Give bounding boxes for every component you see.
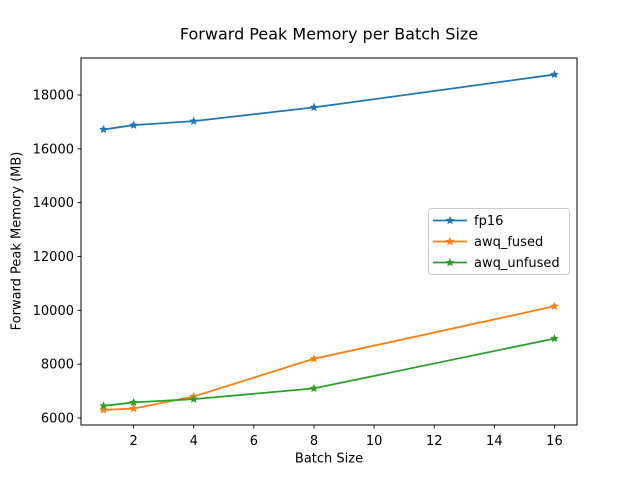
series-awq_unfused (99, 334, 559, 410)
data-point-marker-fp16 (189, 116, 199, 125)
y-tick-label: 14000 (33, 196, 74, 211)
x-tick-label: 14 (486, 434, 503, 449)
legend-label: fp16 (474, 214, 503, 229)
y-tick-label: 18000 (33, 89, 74, 104)
series-line-fp16 (102, 73, 556, 131)
data-point-marker-awq_unfused (99, 401, 108, 410)
y-tick-label: 6000 (41, 412, 74, 427)
data-point-marker-fp16 (129, 120, 138, 129)
x-axis: 2 4 6 8 10 12 14 16 (129, 425, 563, 449)
plot-border (80, 57, 578, 426)
data-point-marker-fp16 (99, 124, 108, 134)
legend-marker-fp16 (445, 215, 455, 225)
data-point-marker-awq_unfused (309, 383, 319, 393)
y-tick-label: 16000 (33, 142, 74, 157)
x-tick-label: 12 (426, 434, 443, 449)
legend: fp16 awq_fused awq_unfused (428, 208, 570, 275)
y-tick-label: 12000 (33, 250, 74, 265)
legend-label: awq_unfused (474, 256, 560, 271)
legend-box (428, 208, 570, 275)
series-line-awq_fused (102, 305, 556, 411)
data-point-marker-fp16 (309, 102, 319, 112)
legend-entry-awq_fused: awq_fused (433, 235, 543, 250)
legend-marker-awq_unfused (445, 257, 455, 267)
data-point-marker-awq_fused (550, 301, 559, 311)
legend-entry-awq_unfused: awq_unfused (433, 256, 560, 271)
data-point-marker-awq_unfused (189, 394, 199, 403)
y-tick-label: 10000 (33, 304, 74, 319)
series-line-awq_unfused (102, 337, 556, 407)
data-point-marker-awq_fused (129, 403, 138, 413)
x-axis-label: Batch Size (294, 451, 364, 467)
y-axis: 6000 8000 10000 12000 14000 16000 18000 (33, 89, 81, 427)
data-point-marker-awq_fused (309, 354, 319, 363)
legend-marker-awq_fused (445, 236, 455, 246)
data-point-marker-fp16 (550, 69, 559, 79)
x-tick-label: 6 (250, 434, 258, 449)
legend-entry-fp16: fp16 (433, 214, 503, 229)
x-tick-label: 8 (310, 434, 318, 449)
x-tick-label: 10 (366, 434, 383, 449)
legend-label: awq_fused (474, 235, 543, 250)
x-tick-label: 4 (190, 434, 198, 449)
series-fp16 (99, 69, 559, 134)
x-tick-label: 16 (546, 434, 563, 449)
chart-title: Forward Peak Memory per Batch Size (179, 24, 479, 44)
data-point-marker-awq_fused (99, 405, 108, 414)
series-awq_fused (99, 301, 559, 414)
x-tick-label: 2 (129, 434, 137, 449)
y-tick-label: 8000 (41, 358, 74, 373)
data-point-marker-awq_unfused (129, 397, 138, 407)
data-point-marker-awq_unfused (550, 334, 559, 343)
